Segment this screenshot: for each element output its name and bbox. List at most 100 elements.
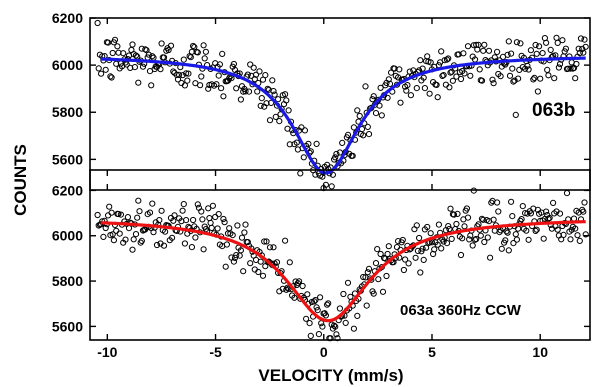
data-point-063b — [276, 118, 283, 125]
data-point-063b — [572, 75, 579, 82]
data-point-063b — [297, 170, 304, 177]
data-point-063b — [537, 75, 544, 82]
data-point-063b — [194, 49, 201, 56]
data-point-063a — [494, 199, 501, 206]
data-point-063a — [469, 242, 476, 249]
data-point-063b — [332, 154, 339, 161]
data-point-063b — [336, 149, 343, 156]
data-point-063a — [554, 226, 561, 233]
data-point-063b — [534, 88, 542, 95]
data-point-063b — [556, 61, 564, 68]
data-point-063b — [457, 75, 465, 83]
data-point-063b — [360, 132, 367, 139]
y-tick-label: 5800 — [52, 273, 83, 289]
data-point-063a — [179, 207, 186, 214]
data-point-063b — [447, 69, 454, 76]
data-point-063a — [447, 205, 454, 212]
data-point-063b — [545, 72, 552, 79]
data-point-063a — [108, 209, 115, 216]
data-point-063a — [512, 231, 519, 238]
data-point-063a — [510, 240, 517, 247]
data-point-063b — [298, 124, 305, 131]
data-point-063b — [132, 52, 140, 59]
data-point-063a — [244, 239, 251, 246]
data-point-063b — [120, 50, 127, 57]
data-point-063a — [519, 203, 526, 210]
data-point-063a — [200, 246, 207, 253]
data-point-063a — [94, 211, 101, 219]
panel-063a: 5600 5800 6000 6200 -10 -5 0 5 10 063a 360Hz CC… — [52, 169, 591, 360]
data-point-063a — [322, 312, 329, 319]
data-point-063a — [533, 226, 540, 233]
data-point-063a — [198, 208, 205, 215]
data-point-063a — [463, 205, 470, 212]
data-point-063a — [568, 226, 575, 233]
data-point-063b — [269, 77, 276, 84]
data-point-063a — [431, 246, 438, 253]
data-point-063b — [266, 117, 274, 124]
data-point-063b — [464, 43, 472, 50]
data-point-063b — [515, 75, 522, 82]
data-point-063a — [405, 260, 412, 267]
data-point-063b — [95, 65, 102, 72]
fit-curve-063a — [100, 220, 586, 323]
data-point-063b — [102, 66, 109, 73]
data-point-063b — [365, 131, 373, 138]
data-point-063b — [506, 72, 514, 79]
data-point-063a — [480, 216, 487, 223]
data-point-063a — [314, 307, 321, 314]
data-point-063b — [129, 41, 136, 48]
data-point-063a — [581, 199, 588, 206]
data-point-063a — [411, 226, 418, 233]
data-point-063a — [440, 238, 447, 245]
y-tick-label: 6200 — [52, 10, 83, 26]
data-point-063b — [504, 51, 511, 58]
data-point-063b — [251, 76, 258, 83]
data-point-063a — [457, 251, 465, 259]
data-point-063b — [142, 46, 149, 53]
data-point-063b — [525, 66, 532, 73]
data-point-063b — [494, 48, 501, 56]
data-point-063b — [372, 110, 380, 117]
data-point-063b — [533, 50, 540, 57]
data-point-063b — [478, 77, 486, 84]
data-point-063b — [397, 99, 404, 106]
data-point-063a — [580, 208, 587, 215]
data-point-063a — [525, 236, 532, 243]
data-point-063b — [510, 78, 517, 85]
data-point-063a — [135, 197, 142, 204]
data-point-063a — [490, 216, 497, 223]
data-point-063a — [171, 212, 178, 219]
data-point-063a — [259, 272, 267, 279]
data-point-063b — [111, 36, 119, 43]
data-point-063b — [213, 81, 220, 88]
data-point-063a — [209, 202, 216, 209]
data-point-063b — [198, 73, 205, 80]
data-point-063b — [285, 107, 292, 114]
data-point-063a — [464, 214, 472, 221]
data-point-063a — [572, 225, 579, 232]
data-point-063b — [305, 140, 312, 147]
data-point-063b — [413, 85, 420, 92]
data-point-063a — [453, 220, 460, 228]
data-point-063a — [236, 252, 243, 259]
panel-label-063a: 063a 360Hz CCW — [400, 302, 522, 319]
data-point-063a — [134, 214, 141, 221]
data-point-063a — [136, 208, 143, 215]
data-point-063a — [518, 216, 525, 223]
data-point-063a — [402, 256, 409, 263]
data-point-063b — [427, 59, 434, 66]
data-point-063b — [328, 183, 335, 190]
x-tick-label: 5 — [428, 344, 436, 360]
data-point-063a — [115, 210, 122, 218]
data-point-063a — [498, 245, 505, 252]
data-point-063b — [135, 79, 142, 86]
data-point-063a — [505, 247, 512, 254]
data-point-063b — [181, 82, 188, 89]
data-point-063b — [252, 71, 260, 78]
data-point-063b — [158, 40, 165, 47]
data-point-063a — [199, 216, 206, 223]
data-point-063b — [250, 64, 257, 71]
data-point-063a — [270, 244, 277, 251]
data-point-063a — [509, 213, 516, 220]
